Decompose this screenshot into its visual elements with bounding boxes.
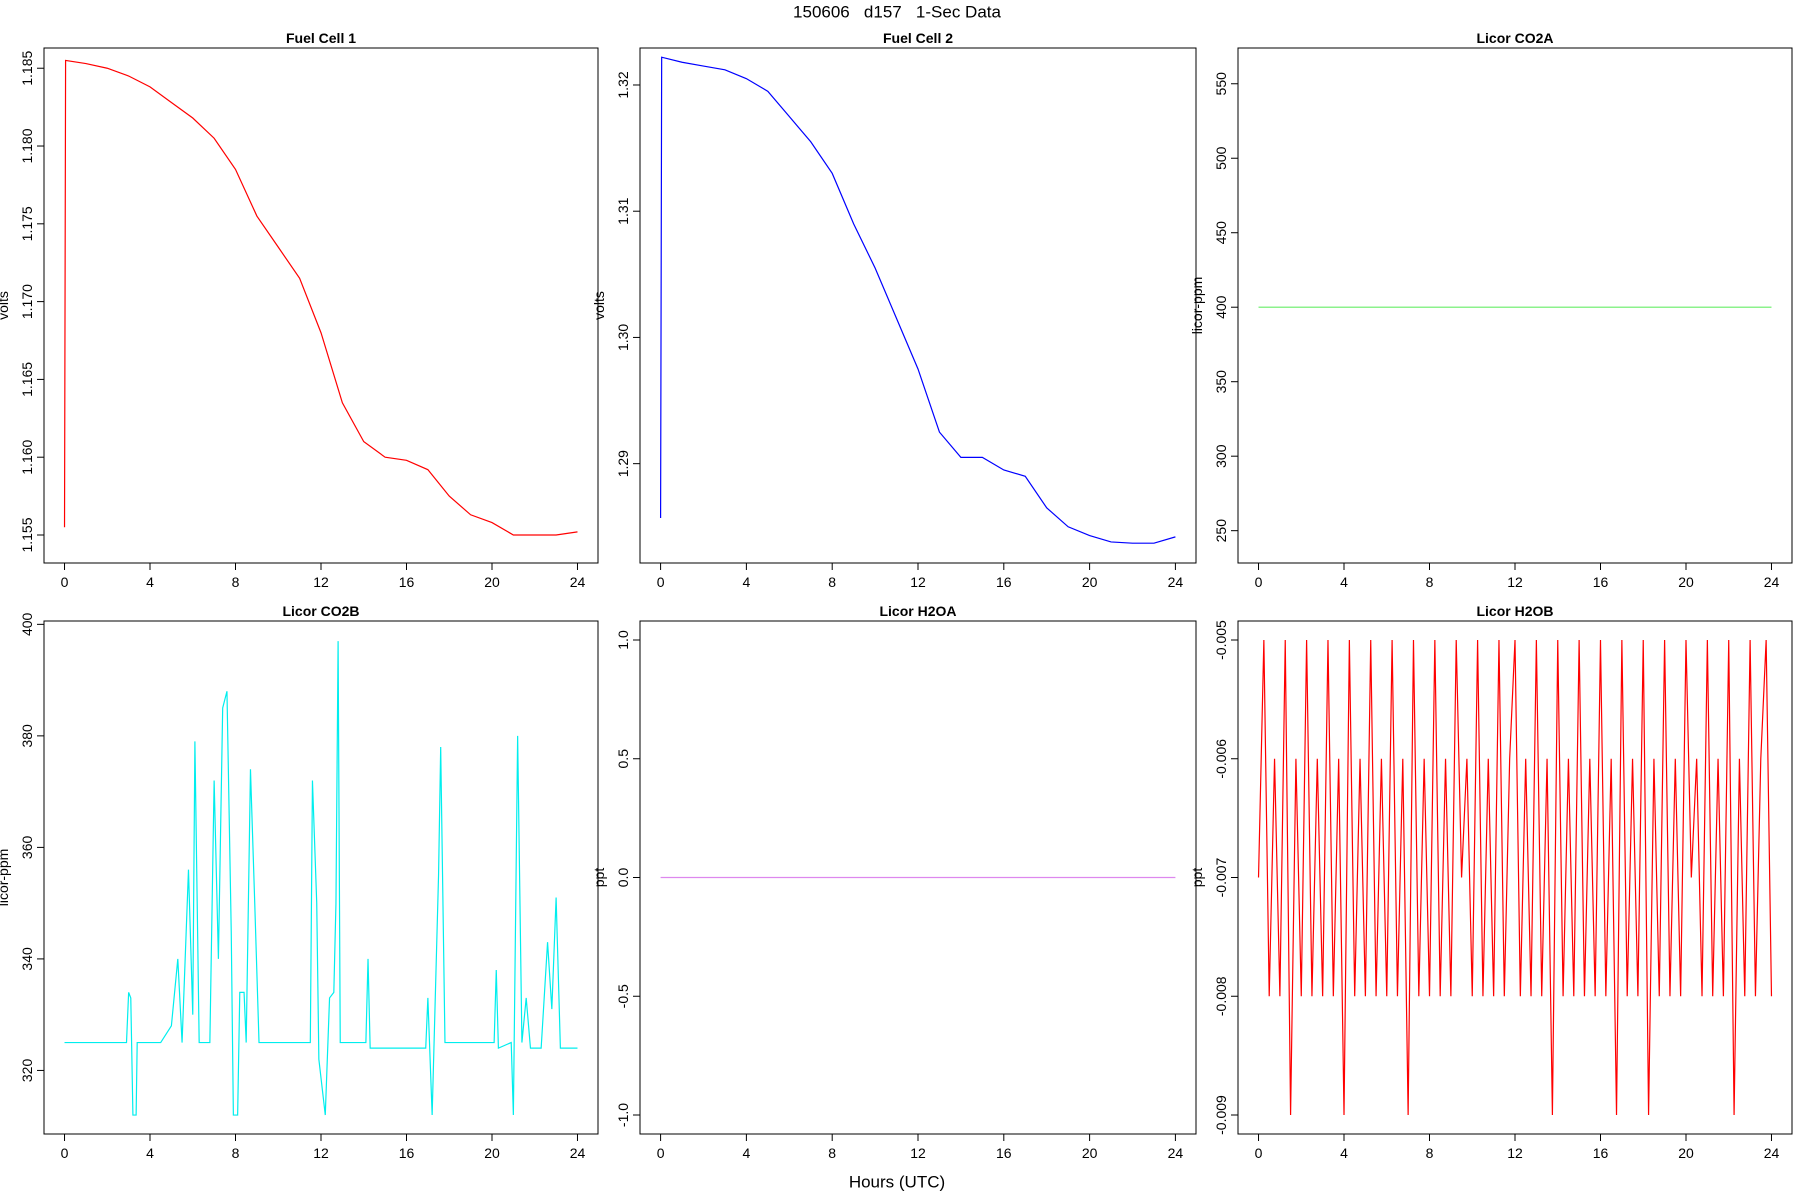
- y-tick-label: -1.0: [615, 1103, 631, 1127]
- data-line: [1257, 639, 1773, 1116]
- x-tick-label: 12: [1507, 574, 1523, 590]
- x-tick-label: 0: [657, 574, 665, 590]
- x-tick-label: 4: [742, 574, 750, 590]
- x-tick-label: 20: [1678, 574, 1694, 590]
- x-tick-label: 24: [1764, 1145, 1780, 1161]
- x-tick-label: 8: [1426, 574, 1434, 590]
- x-tick-label: 20: [1082, 1145, 1098, 1161]
- x-tick-label: 24: [1168, 1145, 1184, 1161]
- y-tick-label: 1.170: [19, 284, 35, 319]
- x-tick-label: 8: [828, 1145, 836, 1161]
- x-tick-label: 12: [910, 574, 926, 590]
- x-tick-label: 16: [399, 1145, 415, 1161]
- x-tick-label: 16: [1593, 1145, 1609, 1161]
- x-tick-label: 8: [232, 1145, 240, 1161]
- y-axis-label: ppt: [591, 868, 607, 888]
- panel-title: Licor H2OB: [1476, 603, 1553, 619]
- x-tick-label: 20: [1678, 1145, 1694, 1161]
- x-tick-label: 20: [484, 574, 500, 590]
- y-tick-label: 1.31: [615, 197, 631, 224]
- y-tick-label: 350: [1213, 370, 1229, 394]
- data-line: [63, 59, 578, 536]
- x-tick-label: 4: [742, 1145, 750, 1161]
- x-tick-label: 12: [313, 1145, 329, 1161]
- y-tick-label: 320: [19, 1059, 35, 1083]
- y-tick-label: 450: [1213, 221, 1229, 245]
- x-tick-label: 24: [1168, 574, 1184, 590]
- figure-title: 150606 d157 1-Sec Data: [793, 2, 1001, 21]
- x-tick-label: 8: [232, 574, 240, 590]
- x-tick-label: 20: [484, 1145, 500, 1161]
- x-tick-label: 0: [657, 1145, 665, 1161]
- x-tick-label: 8: [1426, 1145, 1434, 1161]
- y-tick-label: -0.007: [1213, 857, 1229, 897]
- x-tick-label: 4: [146, 1145, 154, 1161]
- y-tick-label: 1.30: [615, 324, 631, 351]
- y-tick-label: 380: [19, 724, 35, 748]
- x-tick-label: 0: [1255, 574, 1263, 590]
- y-tick-label: 1.32: [615, 71, 631, 98]
- y-tick-label: 360: [19, 835, 35, 859]
- x-tick-label: 16: [399, 574, 415, 590]
- y-tick-label: 1.165: [19, 362, 35, 397]
- y-tick-label: 0.5: [615, 749, 631, 769]
- y-tick-label: 300: [1213, 444, 1229, 468]
- y-tick-label: 250: [1213, 519, 1229, 543]
- x-tick-label: 0: [61, 1145, 69, 1161]
- y-tick-label: 1.160: [19, 439, 35, 474]
- x-tick-label: 0: [61, 574, 69, 590]
- panel-title: Licor H2OA: [879, 603, 956, 619]
- x-tick-label: 16: [996, 574, 1012, 590]
- x-tick-label: 24: [1764, 574, 1780, 590]
- x-tick-label: 8: [828, 574, 836, 590]
- y-axis-label: ppt: [1189, 868, 1205, 888]
- y-axis-label: licor-ppm: [0, 849, 11, 907]
- x-tick-label: 16: [1593, 574, 1609, 590]
- y-tick-label: 0.0: [615, 868, 631, 888]
- x-tick-label: 12: [1507, 1145, 1523, 1161]
- y-tick-label: 400: [19, 612, 35, 636]
- data-line: [64, 641, 578, 1116]
- y-tick-label: 1.155: [19, 517, 35, 552]
- y-tick-label: 1.180: [19, 128, 35, 163]
- x-tick-label: 20: [1082, 574, 1098, 590]
- x-tick-label: 4: [1340, 574, 1348, 590]
- y-axis-label: volts: [0, 291, 11, 320]
- y-axis-label: volts: [591, 291, 607, 320]
- y-axis-label: licor-ppm: [1189, 277, 1205, 335]
- y-tick-label: -0.006: [1213, 739, 1229, 779]
- y-tick-label: 340: [19, 947, 35, 971]
- x-tick-label: 4: [1340, 1145, 1348, 1161]
- y-tick-label: -0.5: [615, 984, 631, 1008]
- x-tick-label: 12: [313, 574, 329, 590]
- x-tick-label: 12: [910, 1145, 926, 1161]
- x-tick-label: 16: [996, 1145, 1012, 1161]
- y-tick-label: -0.008: [1213, 976, 1229, 1016]
- y-tick-label: 400: [1213, 295, 1229, 319]
- y-tick-label: 1.185: [19, 51, 35, 86]
- x-axis-label: Hours (UTC): [849, 1172, 945, 1191]
- data-line: [659, 56, 1176, 544]
- y-tick-label: 1.0: [615, 630, 631, 650]
- panel-title: Licor CO2A: [1476, 30, 1553, 46]
- y-tick-label: 550: [1213, 72, 1229, 96]
- y-tick-label: 1.29: [615, 450, 631, 477]
- x-tick-label: 24: [570, 1145, 586, 1161]
- y-tick-label: -0.005: [1213, 620, 1229, 660]
- panel-title: Licor CO2B: [282, 603, 359, 619]
- panel-title: Fuel Cell 1: [286, 30, 356, 46]
- y-tick-label: -0.009: [1213, 1095, 1229, 1135]
- x-tick-label: 0: [1255, 1145, 1263, 1161]
- x-tick-label: 24: [570, 574, 586, 590]
- x-tick-label: 4: [146, 574, 154, 590]
- y-tick-label: 1.175: [19, 206, 35, 241]
- panel-title: Fuel Cell 2: [883, 30, 953, 46]
- y-tick-label: 500: [1213, 146, 1229, 170]
